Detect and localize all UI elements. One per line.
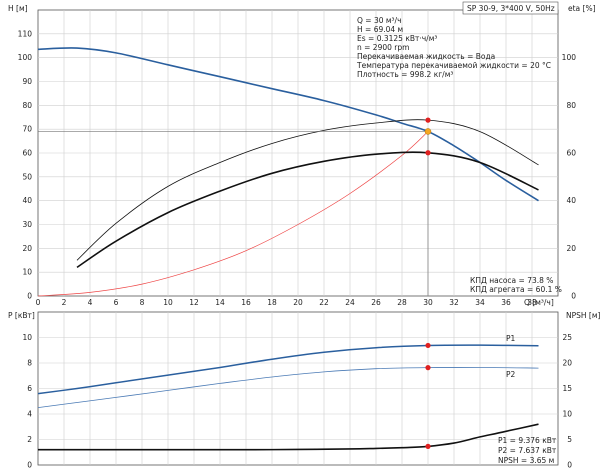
info-line-density: Плотность = 998.2 кг/м³ [357, 70, 453, 79]
unit-efficiency-note: КПД агрегата = 60.1 % [470, 285, 562, 294]
x-tick-label: 36 [501, 298, 511, 307]
y2-tick-label: 20 [566, 244, 576, 253]
x-tick-label: 28 [397, 298, 407, 307]
p1-power-curve [37, 344, 539, 395]
system-curve [37, 131, 429, 297]
efficiency-marker [425, 150, 431, 156]
pump-efficiency-note: КПД насоса = 73.8 % [470, 276, 553, 285]
info-line-q: Q = 30 м³/ч [357, 16, 402, 25]
y-tick-label: 0 [27, 292, 32, 301]
grid [38, 10, 558, 465]
y2-axis-title-eta: eta [%] [568, 4, 596, 13]
info-line-es: Es = 0.3125 кВт·ч/м³ [357, 34, 437, 43]
npsh-curve [38, 423, 539, 451]
y-tick-label: 90 [22, 77, 32, 86]
y-tick-label: 40 [22, 196, 32, 205]
x-tick-label: 12 [189, 298, 199, 307]
x-tick-label: 6 [114, 298, 119, 307]
x-tick-label: 24 [345, 298, 355, 307]
unit-efficiency-curve [76, 151, 539, 269]
x-tick-label: 2 [62, 298, 67, 307]
head-curve [37, 47, 539, 202]
info-line-n: n = 2900 rpm [357, 43, 409, 52]
x-tick-label: 16 [241, 298, 251, 307]
info-line-temperature: Температура перекачиваемой жидкости = 20… [356, 61, 551, 70]
npsh-note: NPSH = 3.65 м [498, 456, 554, 465]
y2-axis-title-npsh: NPSH [м] [566, 311, 600, 320]
npsh-tick-label: 10 [562, 410, 572, 419]
x-tick-label: 0 [36, 298, 41, 307]
npsh-marker [425, 443, 431, 449]
y-tick-label: 110 [18, 29, 33, 38]
p-tick-label: 2 [27, 435, 32, 444]
x-tick-label: 18 [267, 298, 277, 307]
efficiency-marker [425, 117, 431, 123]
npsh-tick-label: 5 [567, 435, 572, 444]
header-title: SP 30-9, 3*400 V, 50Hz [467, 4, 555, 13]
p-tick-label: 10 [22, 333, 32, 342]
p2-curve-label: P2 [506, 370, 516, 379]
y-tick-label: 20 [22, 244, 32, 253]
y-tick-label: 80 [22, 101, 32, 110]
x-axis-title-q: Q [м³/ч] [524, 298, 554, 307]
y2-tick-label: 80 [566, 101, 576, 110]
y2-tick-label: 0 [571, 292, 576, 301]
npsh-tick-label: 0 [567, 461, 572, 470]
x-tick-label: 4 [88, 298, 93, 307]
x-tick-label: 32 [449, 298, 459, 307]
npsh-tick-label: 25 [562, 333, 572, 342]
info-line-h: H = 69.04 м [357, 25, 403, 34]
p-tick-label: 4 [27, 410, 32, 419]
y-axis-title-h: H [м] [8, 4, 28, 13]
p2-power-curve [37, 367, 539, 408]
power-marker [425, 342, 431, 349]
y-tick-label: 30 [22, 220, 32, 229]
duty-point-marker [424, 128, 432, 135]
x-tick-label: 34 [475, 298, 485, 307]
header-box [462, 1, 559, 15]
x-tick-label: 20 [293, 298, 303, 307]
markers [424, 117, 432, 449]
p-tick-label: 6 [27, 384, 32, 393]
x-tick-label: 8 [140, 298, 145, 307]
info-line-liquid: Перекачиваемая жидкость = Вода [357, 52, 495, 61]
p1-curve-label: P1 [506, 334, 516, 343]
series [37, 47, 539, 451]
x-tick-label: 30 [423, 298, 433, 307]
y-tick-label: 10 [22, 268, 32, 277]
p2-note: P2 = 7.637 кВт [498, 446, 557, 455]
y2-tick-label: 40 [566, 196, 576, 205]
info-block: Q = 30 м³/ч H = 69.04 м Es = 0.3125 кВт·… [356, 16, 551, 79]
npsh-tick-label: 15 [562, 384, 572, 393]
p1-note: P1 = 9.376 кВт [498, 436, 557, 445]
x-tick-label: 14 [215, 298, 225, 307]
y-axis-title-p: P [кВт] [8, 311, 35, 320]
y2-tick-label: 100 [562, 53, 577, 62]
y-tick-label: 50 [22, 172, 32, 181]
pump-efficiency-curve [76, 119, 539, 261]
x-tick-label: 10 [163, 298, 173, 307]
tick-labels: 0 2 4 6 8 10 12 14 16 18 20 22 24 26 28 30 32 34 36 3801020… [18, 29, 577, 469]
npsh-tick-label: 20 [562, 359, 572, 368]
x-tick-label: 26 [371, 298, 381, 307]
x-tick-label: 22 [319, 298, 329, 307]
y-tick-label: 100 [18, 53, 33, 62]
p-tick-label: 8 [27, 359, 32, 368]
power-marker [425, 365, 431, 371]
p-tick-label: 0 [27, 461, 32, 470]
y2-tick-label: 60 [566, 149, 576, 158]
y-tick-label: 70 [22, 125, 32, 134]
y-tick-label: 60 [22, 149, 32, 158]
x-tick-label: 38 [527, 298, 537, 307]
